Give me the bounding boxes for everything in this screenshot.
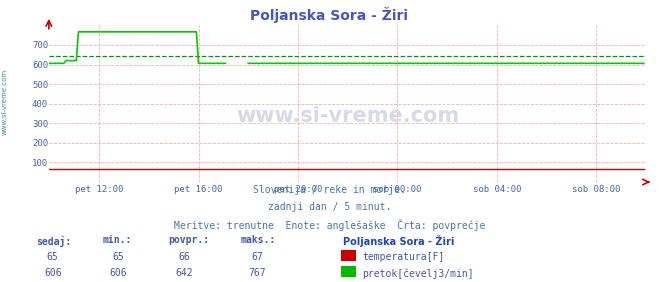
Text: 767: 767: [248, 268, 266, 278]
Text: temperatura[F]: temperatura[F]: [362, 252, 445, 262]
Text: Poljanska Sora - Žiri: Poljanska Sora - Žiri: [250, 7, 409, 23]
Text: 66: 66: [179, 252, 190, 262]
Text: Meritve: trenutne  Enote: anglešaške  Črta: povprečje: Meritve: trenutne Enote: anglešaške Črta…: [174, 219, 485, 231]
Text: Slovenija / reke in morje.: Slovenija / reke in morje.: [253, 185, 406, 195]
Text: pretok[čevelj3/min]: pretok[čevelj3/min]: [362, 268, 474, 279]
Text: www.si-vreme.com: www.si-vreme.com: [1, 69, 7, 135]
Text: 606: 606: [110, 268, 127, 278]
Text: zadnji dan / 5 minut.: zadnji dan / 5 minut.: [268, 202, 391, 212]
Text: 606: 606: [44, 268, 61, 278]
Text: sedaj:: sedaj:: [36, 235, 71, 246]
Text: min.:: min.:: [102, 235, 132, 245]
Text: maks.:: maks.:: [241, 235, 275, 245]
Text: povpr.:: povpr.:: [168, 235, 209, 245]
Text: Poljanska Sora - Žiri: Poljanska Sora - Žiri: [343, 235, 454, 248]
Text: 642: 642: [176, 268, 193, 278]
Text: 65: 65: [113, 252, 125, 262]
Text: 65: 65: [47, 252, 59, 262]
Text: 67: 67: [251, 252, 263, 262]
Text: www.si-vreme.com: www.si-vreme.com: [236, 106, 459, 126]
